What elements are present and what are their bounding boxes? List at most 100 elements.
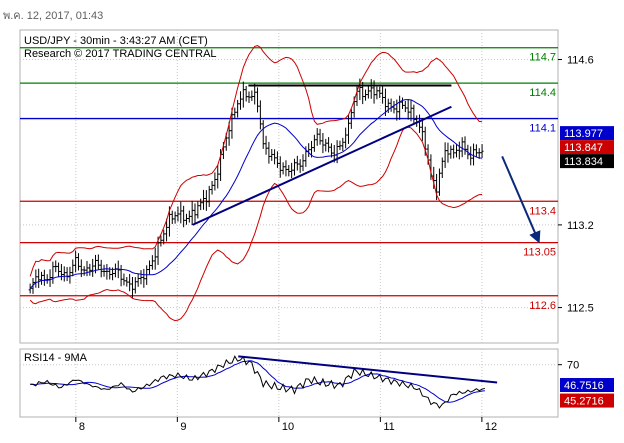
level-label-114.4: 114.4: [529, 87, 556, 99]
price-bar: [298, 159, 302, 173]
level-label-114.7: 114.7: [529, 52, 556, 64]
price-bar: [213, 172, 217, 191]
price-bar: [324, 138, 328, 152]
rsi-badge-blue: [560, 378, 614, 393]
price-bar: [193, 203, 197, 224]
x-tick-label-8: 8: [79, 421, 85, 433]
price-bar: [400, 97, 404, 110]
price-trendlines: [192, 84, 541, 244]
price-bar: [184, 213, 188, 225]
trendline-support: [192, 105, 452, 226]
price-bar: [329, 143, 333, 158]
price-bar: [136, 274, 140, 287]
price-bar: [42, 269, 46, 286]
price-bar: [321, 132, 325, 154]
price-bar: [287, 164, 291, 177]
price-bar: [204, 190, 208, 211]
price-bar: [125, 277, 129, 287]
x-tick-label-12: 12: [485, 421, 497, 433]
price-bar: [295, 155, 299, 171]
price-bar: [244, 85, 248, 102]
rsi-line: [30, 355, 486, 409]
price-badge-current: [560, 154, 614, 169]
price-bar: [315, 128, 319, 146]
price-y-tick-label-2: 112.5: [567, 303, 594, 315]
price-bar: [179, 201, 183, 224]
x-tick-label-9: 9: [180, 421, 186, 433]
price-bar: [256, 87, 260, 113]
price-bar: [37, 268, 41, 289]
price-levels: [20, 47, 558, 297]
price-bar: [133, 277, 137, 294]
rsi-badge-red: [560, 393, 614, 408]
price-bar: [278, 156, 282, 178]
price-bar: [250, 90, 254, 102]
price-bar: [383, 88, 387, 116]
price-bar: [102, 264, 106, 277]
price-bar: [420, 118, 424, 141]
price-bar: [341, 137, 345, 151]
rsi-panel-frame: [19, 348, 559, 418]
price-bar: [159, 235, 163, 247]
price-bar: [301, 154, 305, 172]
price-bar: [182, 205, 186, 228]
price-bar: [267, 141, 271, 164]
price-bar: [349, 108, 353, 129]
x-axis: 8 9 10 11 12: [75, 417, 497, 433]
price-bar: [258, 100, 262, 130]
price-bar: [153, 247, 157, 270]
price-bar: [395, 99, 399, 121]
price-bar: [327, 137, 331, 153]
price-bar: [40, 271, 44, 285]
price-bar: [264, 135, 268, 155]
price-panel-frame: [19, 29, 559, 344]
rsi-badge-label-blue: 46.7516: [564, 380, 604, 392]
price-badge-label-blue: 113.977: [564, 128, 603, 140]
price-y-tick-label-0: 114.6: [567, 55, 594, 67]
price-bar: [344, 127, 348, 149]
price-bar: [74, 250, 78, 273]
price-bar: [378, 86, 382, 98]
price-bar: [71, 259, 75, 277]
price-bar: [364, 89, 368, 101]
price-bar: [59, 264, 63, 281]
price-bar: [392, 101, 396, 114]
price-bar: [216, 164, 220, 189]
price-bar: [318, 128, 322, 145]
price-bar: [236, 99, 240, 118]
price-bar: [165, 218, 169, 242]
price-bar: [275, 151, 279, 168]
level-label-112.6: 112.6: [529, 300, 556, 312]
chart-title: USD/JPY - 30min - 3:43:27 AM (CET): [24, 35, 208, 47]
price-bar: [381, 85, 385, 104]
price-bar: [199, 198, 203, 211]
bollinger-upper-line: [29, 45, 483, 277]
price-bar: [480, 144, 484, 158]
price-bar: [292, 158, 296, 176]
price-bar: [312, 134, 316, 152]
price-bar: [96, 254, 100, 270]
price-bar: [474, 144, 478, 158]
price-bar: [463, 136, 467, 155]
price-bar: [128, 273, 132, 292]
price-bar: [253, 83, 257, 105]
price-bar: [443, 142, 447, 168]
price-bar: [460, 137, 464, 158]
price-bar: [233, 107, 237, 119]
price-bar: [173, 211, 177, 224]
x-tick-label-11: 11: [383, 421, 394, 433]
price-bar: [437, 168, 441, 196]
price-bar: [82, 266, 86, 276]
price-bar: [196, 201, 200, 219]
price-bar: [142, 268, 146, 288]
level-label-113.4: 113.4: [529, 205, 556, 217]
price-bar: [150, 255, 154, 270]
price-bar: [85, 260, 89, 277]
price-badge-label-current: 113.834: [564, 156, 603, 168]
price-bar: [477, 148, 481, 159]
price-bar: [62, 266, 66, 282]
price-bar: [68, 266, 72, 284]
price-bar: [440, 157, 444, 178]
price-bar: [170, 210, 174, 225]
